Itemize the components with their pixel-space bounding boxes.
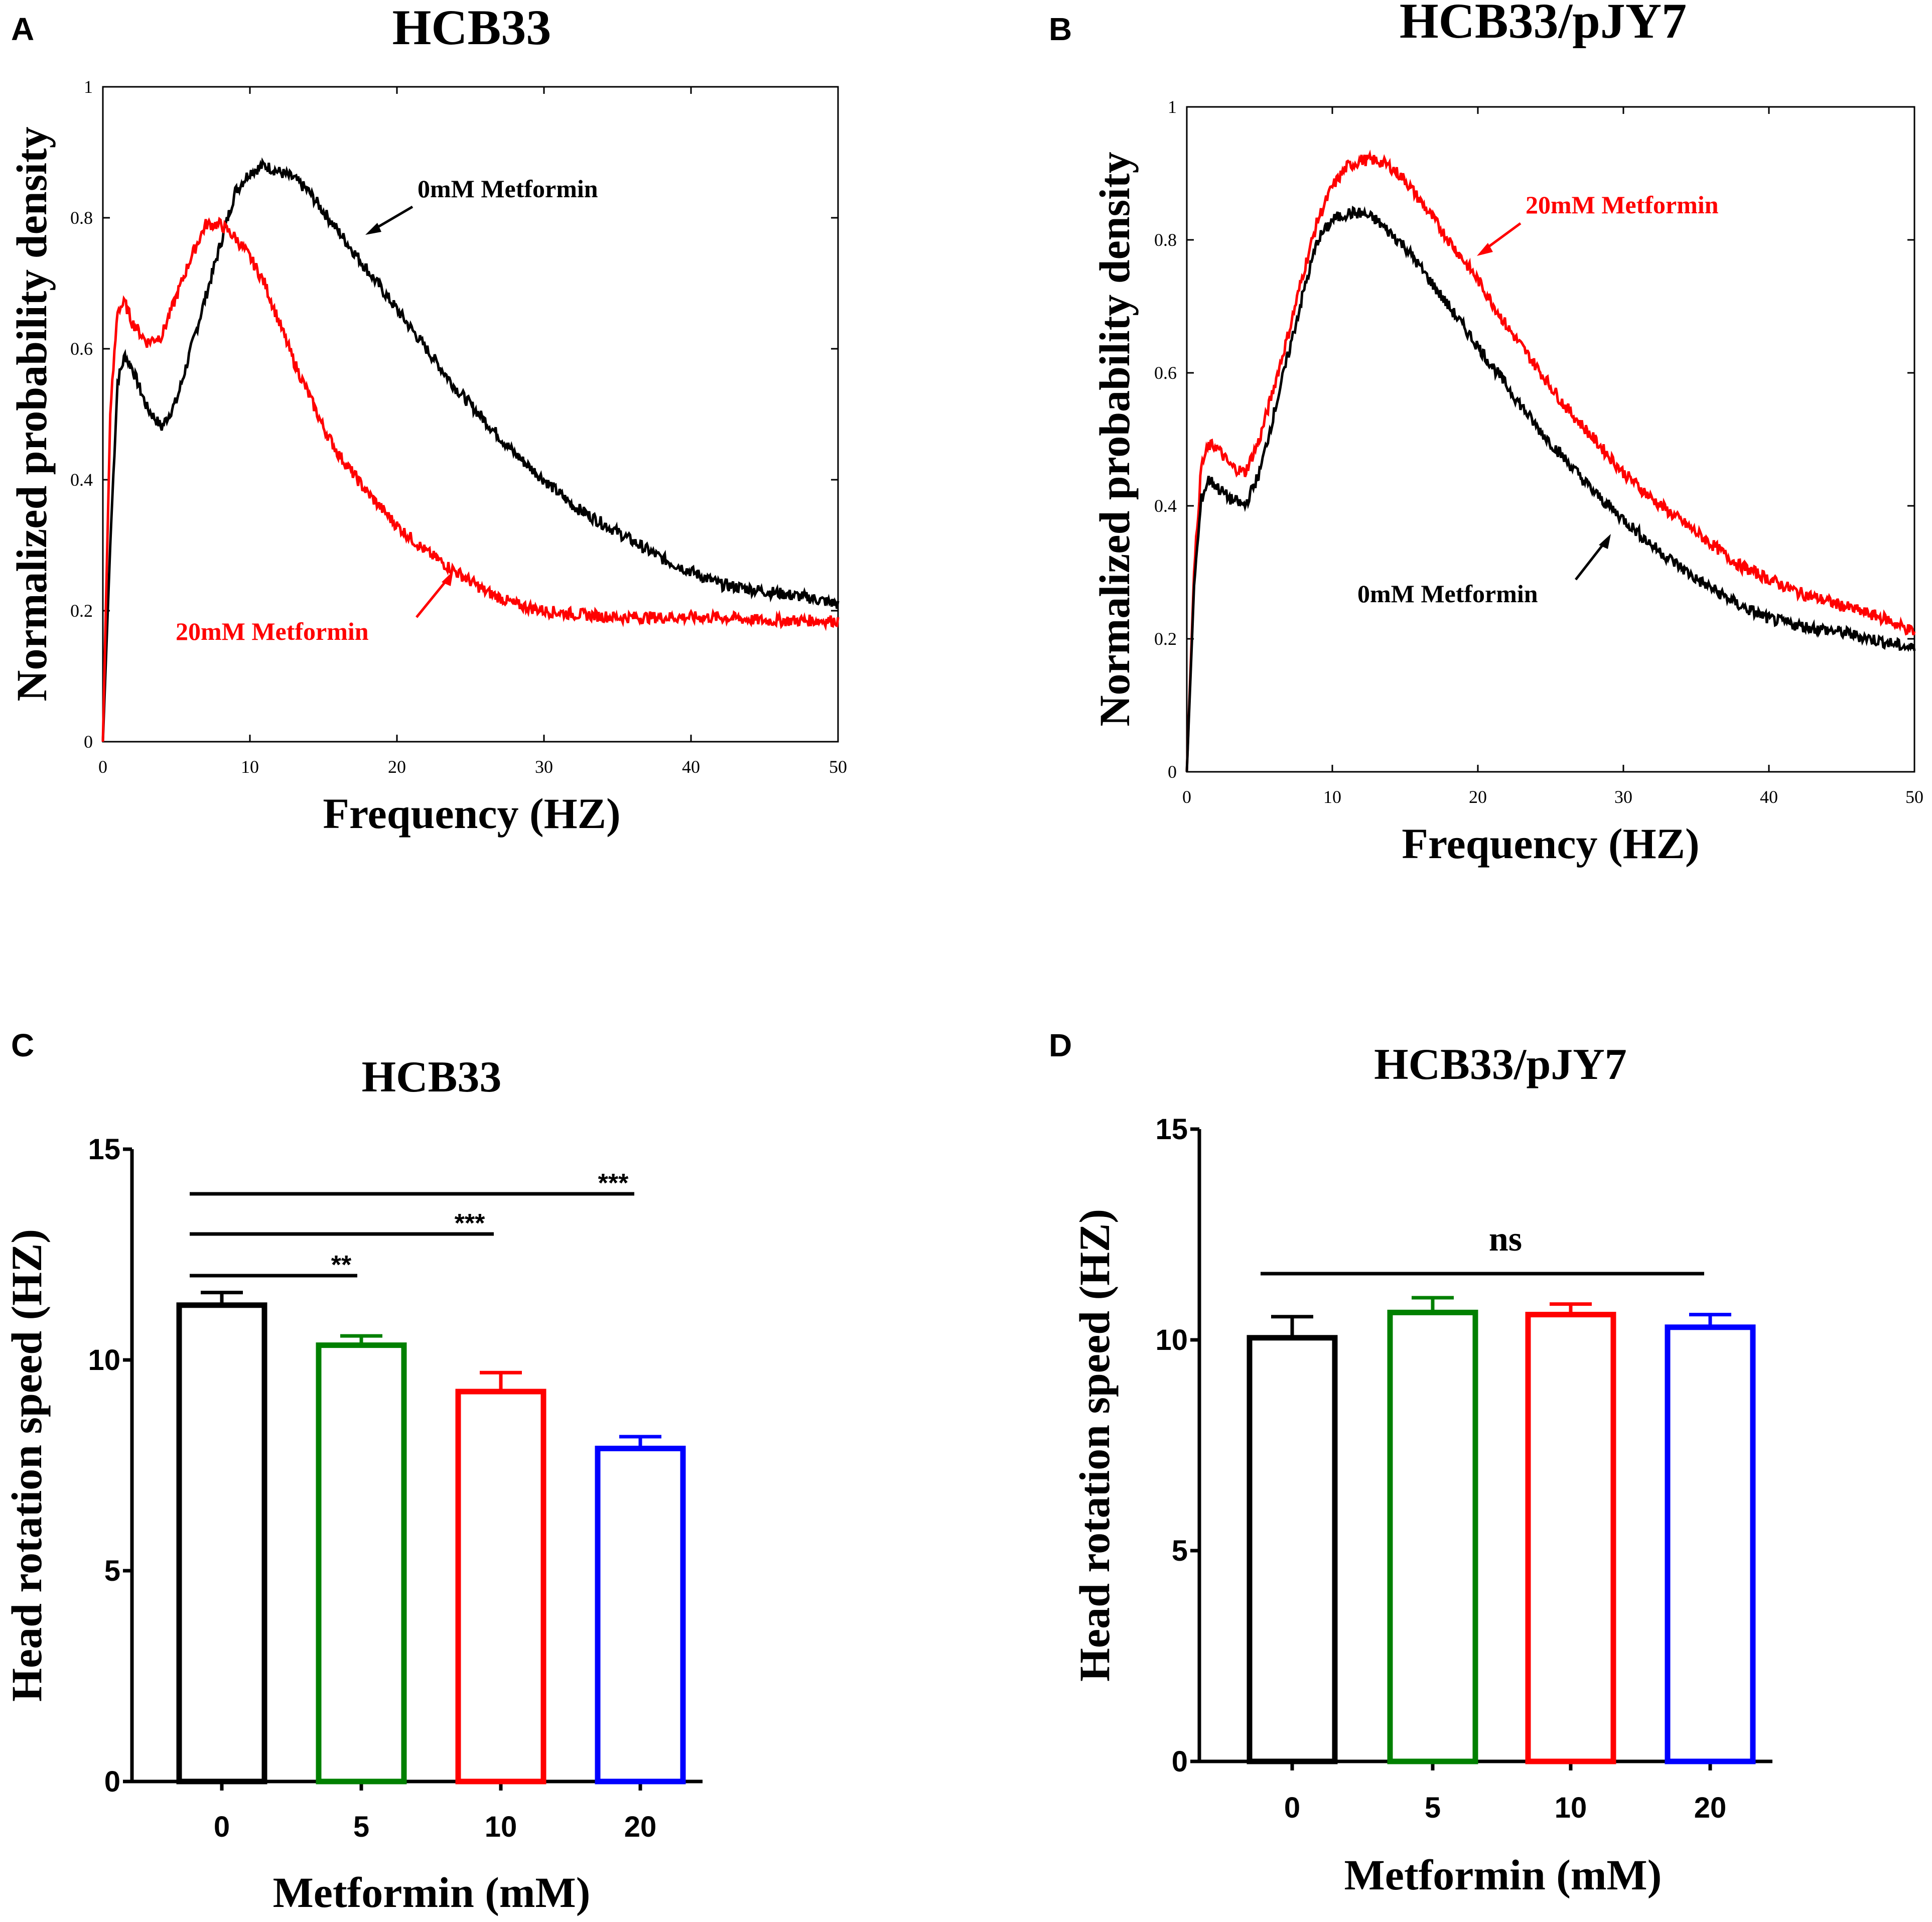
panel-b-arrowhead-0mM xyxy=(1599,534,1611,549)
panel-b-series-20mM-line xyxy=(1185,150,1916,772)
panel-a-xtick: 40 xyxy=(682,757,700,777)
panel-d-xtick: 0 xyxy=(1284,1792,1300,1824)
panel-a-title: HCB33 xyxy=(392,0,551,55)
panel-d-yticks xyxy=(1190,1127,1199,1763)
panel-b-letter: B xyxy=(1049,11,1072,47)
panel-a-ticks xyxy=(102,86,839,743)
panel-d-bar xyxy=(1387,1309,1478,1764)
panel-c-bar xyxy=(455,1389,546,1784)
panel-a-ytick: 0 xyxy=(84,732,93,752)
panel-c-xtick: 20 xyxy=(624,1811,657,1843)
panel-b-xtick: 0 xyxy=(1182,787,1191,807)
panel-b-ytick: 0.4 xyxy=(1154,496,1177,516)
panel-c-ytick: 10 xyxy=(88,1344,120,1377)
panel-c-title: HCB33 xyxy=(362,1053,502,1102)
panel-a-ytick: 0.6 xyxy=(70,339,93,359)
panel-a-xtick: 10 xyxy=(241,757,259,777)
panel-b-ytick: 0 xyxy=(1168,762,1177,782)
panel-a-annotation-20mM: 20mM Metformin xyxy=(176,617,369,645)
panel-b-annotation-0mM: 0mM Metformin xyxy=(1357,580,1538,608)
panel-a-ytick: 1 xyxy=(84,77,93,97)
panel-c-sig-label-10: *** xyxy=(455,1209,485,1238)
panel-c-xtick: 10 xyxy=(485,1811,517,1843)
panel-c-bar xyxy=(595,1445,686,1784)
panel-d-title: HCB33/pJY7 xyxy=(1374,1040,1627,1089)
panel-d-ytick: 5 xyxy=(1172,1535,1188,1567)
panel-b-xtick: 40 xyxy=(1760,787,1778,807)
panel-a-letter: A xyxy=(11,11,34,47)
panel-a-ytick: 0.8 xyxy=(70,208,93,228)
panel-b-arrowhead-20mM xyxy=(1477,243,1493,256)
panel-a-arrowhead-20mM xyxy=(442,571,453,586)
panel-d-xtick: 10 xyxy=(1555,1792,1587,1824)
panel-d-letter: D xyxy=(1049,1027,1072,1063)
panel-b: B HCB33/pJY7 0 10 20 30 40 50 0 0.2 0.4 … xyxy=(1049,0,1923,868)
panel-c-bar xyxy=(176,1302,267,1784)
panel-c-sig-label-5: ** xyxy=(331,1251,352,1280)
panel-d-sig-label: ns xyxy=(1489,1220,1522,1259)
panel-c-xlabel: Metformin (mM) xyxy=(273,1868,591,1916)
panel-c-ytick: 5 xyxy=(104,1555,120,1587)
panel-d-ytick: 10 xyxy=(1155,1324,1188,1356)
panel-c-ytick: 0 xyxy=(104,1765,120,1798)
panel-c-xtick: 0 xyxy=(214,1811,230,1843)
panel-c-bar xyxy=(316,1342,407,1784)
panel-c-xtick: 5 xyxy=(353,1811,369,1843)
panel-d-bar xyxy=(1665,1324,1756,1764)
panel-b-ytick: 1 xyxy=(1168,97,1177,117)
panel-a-annotation-0mM: 0mM Metformin xyxy=(418,175,598,203)
panel-a-ytick: 0.4 xyxy=(70,470,93,490)
panel-a: A HCB33 0 10 20 30 40 50 0 0.2 0.4 0.6 0… xyxy=(8,0,847,838)
panel-a-xtick: 20 xyxy=(388,757,406,777)
panel-a-series-20mM-line xyxy=(101,216,840,742)
panel-c-sig-label-20: *** xyxy=(598,1169,629,1198)
panel-d-ylabel: Head rotation speed (HZ) xyxy=(1070,1209,1119,1682)
panel-d-bar xyxy=(1247,1335,1338,1764)
panel-d-xtick: 20 xyxy=(1694,1792,1727,1824)
panel-d-xlabel: Metformin (mM) xyxy=(1344,1851,1662,1899)
panel-d-bar xyxy=(1525,1312,1616,1764)
panel-c-letter: C xyxy=(11,1027,34,1063)
panel-b-ytick: 0.2 xyxy=(1154,629,1177,649)
panel-a-ylabel: Normalized probability density xyxy=(8,126,56,701)
panel-a-series-0mM-line xyxy=(101,157,840,742)
panel-b-xlabel: Frequency (HZ) xyxy=(1402,819,1699,868)
panel-b-plot-frame xyxy=(1186,106,1915,773)
panel-b-ylabel: Normalized probability density xyxy=(1090,152,1139,726)
panel-d-ytick: 0 xyxy=(1172,1745,1188,1778)
panel-a-arrow-20mM xyxy=(416,576,450,618)
panel-a-xtick: 0 xyxy=(98,757,107,777)
panel-b-xtick: 10 xyxy=(1323,787,1341,807)
panel-b-annotation-20mM: 20mM Metformin xyxy=(1526,191,1719,219)
panel-b-xtick: 30 xyxy=(1614,787,1632,807)
panel-b-title: HCB33/pJY7 xyxy=(1400,0,1687,49)
panel-a-xtick: 30 xyxy=(535,757,553,777)
panel-a-arrowhead-0mM xyxy=(365,223,381,235)
panel-d: D HCB33/pJY7 0 5 10 15 0 5 10 20 Metform… xyxy=(1049,1027,1772,1899)
panel-d-xtick: 5 xyxy=(1425,1792,1441,1824)
panel-b-xtick: 50 xyxy=(1905,787,1923,807)
panel-b-xtick: 20 xyxy=(1469,787,1487,807)
panel-b-arrow-0mM xyxy=(1575,540,1607,581)
panel-c: C HCB33 0 5 10 15 0 5 10 20 Metformin (m… xyxy=(3,1027,703,1916)
panel-c-ytick: 15 xyxy=(88,1133,120,1166)
panel-a-ytick: 0.2 xyxy=(70,601,93,621)
panel-c-ylabel: Head rotation speed (HZ) xyxy=(3,1229,51,1702)
panel-b-ytick: 0.6 xyxy=(1154,363,1177,383)
panel-a-plot-frame xyxy=(102,86,839,743)
panel-a-xlabel: Frequency (HZ) xyxy=(323,789,620,838)
panel-b-series-0mM-line xyxy=(1185,205,1916,772)
panel-c-bars xyxy=(176,1291,686,1784)
panel-b-ytick: 0.8 xyxy=(1154,230,1177,250)
panel-a-xtick: 50 xyxy=(829,757,847,777)
panel-c-yticks xyxy=(123,1147,132,1783)
panel-d-bars xyxy=(1247,1296,1756,1764)
panel-d-ytick: 15 xyxy=(1155,1113,1188,1146)
